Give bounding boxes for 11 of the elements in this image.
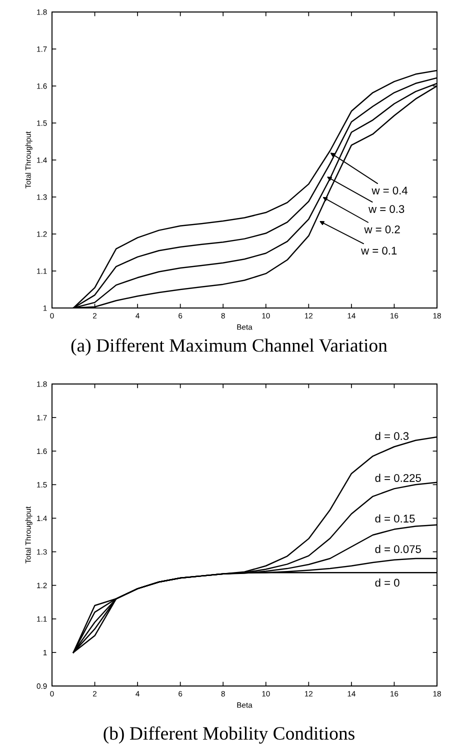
series-label: d = 0 [375, 578, 400, 587]
series-label: d = 0.3 [375, 432, 409, 440]
legend-label: d = 0.225 [375, 474, 421, 482]
legend-label: d = 0.15 [375, 514, 415, 523]
text: (a) Different Maximum Channel Variation [71, 338, 388, 356]
annotation: w = 0.4 [372, 186, 408, 194]
annotation: w = 0.1 [361, 246, 397, 255]
legend-label: d = 0.075 [375, 544, 421, 554]
annotation: w = 0.3 [368, 205, 404, 213]
annotation: w = 0.2 [364, 225, 400, 234]
text: (b) Different Mobility Conditions [104, 726, 354, 744]
